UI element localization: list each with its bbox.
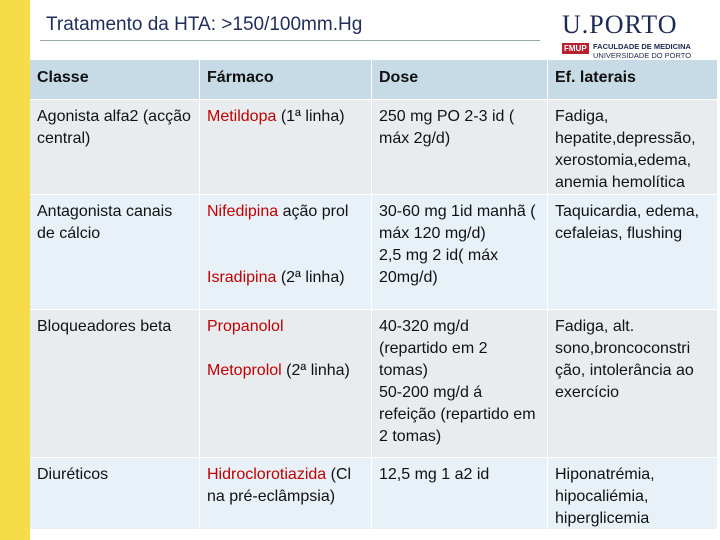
dose: 2,5 mg 2 id( máx 20mg/d) [379, 247, 499, 286]
logo-faculty: FACULDADE DE MEDICINA [593, 42, 691, 51]
drug-entry: Metoprolol (2ª linha) [207, 360, 364, 382]
drug-note: ação prol [282, 203, 349, 220]
drug-name: Metildopa [207, 108, 277, 125]
drug-cell: Propanolol Metoprolol (2ª linha) [200, 310, 372, 458]
class-cell: Diuréticos [30, 458, 200, 530]
drug-entry: Hidroclorotiazida (Cl na pré-eclâmpsia) [207, 464, 364, 508]
drug-name: Nifedipina [207, 203, 279, 220]
table: Classe Fármaco Dose Ef. laterais Agonista al… [30, 60, 718, 530]
drug-cell: Hidroclorotiazida (Cl na pré-eclâmpsia) [200, 458, 372, 530]
drug-entry: Propanolol [207, 316, 364, 338]
drug-note: (1ª linha) [280, 108, 345, 125]
drug-name: Hidroclorotiazida [207, 466, 327, 483]
logo-unit: FMUP [562, 43, 589, 54]
effects-cell: Hiponatrémia, hipocaliémia, hiperglicemi… [548, 458, 718, 530]
dose-cell: 250 mg PO 2-3 id ( máx 2g/d) [372, 100, 548, 195]
drug-cell: Metildopa (1ª linha) [200, 100, 372, 195]
logo-name: U.PORTO [562, 10, 678, 39]
drug-note: (Cl na pré-eclâmpsia) [207, 466, 352, 505]
header-cell: Ef. laterais [548, 60, 718, 100]
drug-cell: Nifedipina ação prol Isradipina (2ª linha… [200, 195, 372, 310]
drug-note: (2ª linha) [286, 362, 350, 379]
drug-name: Propanolol [207, 318, 284, 335]
title-rule [40, 40, 540, 41]
header-cell: Classe [30, 60, 200, 100]
drug-name: Isradipina [207, 269, 277, 286]
dose-cell: 12,5 mg 1 a2 id [372, 458, 548, 530]
drug-entry: Nifedipina ação prol [207, 201, 364, 223]
effects-cell: Taquicardia, edema, cefaleias, flushing [548, 195, 718, 310]
dose: 250 mg PO 2-3 id ( máx 2g/d) [379, 108, 515, 147]
drug-note: (2ª linha) [280, 269, 345, 286]
dose-cell: 40-320 mg/d (repartido em 2 tomas) 50-200… [372, 310, 548, 458]
class-cell: Agonista alfa2 (acção central) [30, 100, 200, 195]
logo-university: UNIVERSIDADE DO PORTO [593, 51, 692, 60]
drug-entry: Metildopa (1ª linha) [207, 106, 364, 128]
dose-cell: 30-60 mg 1id manhã ( máx 120 mg/d) 2,5 mg… [372, 195, 548, 310]
header-cell: Fármaco [200, 60, 372, 100]
class-cell: Antagonista canais de cálcio [30, 195, 200, 310]
effects-cell: Fadiga, hepatite,depressão, xerostomia,e… [548, 100, 718, 195]
dose: 12,5 mg 1 a2 id [379, 466, 490, 483]
dose: 50-200 mg/d á refeição (repartido em 2 t… [379, 384, 536, 445]
side-strip [0, 0, 30, 540]
dose: 30-60 mg 1id manhã ( máx 120 mg/d) [379, 203, 536, 242]
drug-entry: Isradipina (2ª linha) [207, 267, 364, 289]
slide-title: Tratamento da HTA: >150/100mm.Hg [46, 14, 363, 35]
drug-name: Metoprolol [207, 362, 282, 379]
dose: 40-320 mg/d (repartido em 2 tomas) [379, 318, 488, 379]
effects-cell: Fadiga, alt. sono,broncoconstri ção, int… [548, 310, 718, 458]
header-cell: Dose [372, 60, 548, 100]
class-cell: Bloqueadores beta [30, 310, 200, 458]
